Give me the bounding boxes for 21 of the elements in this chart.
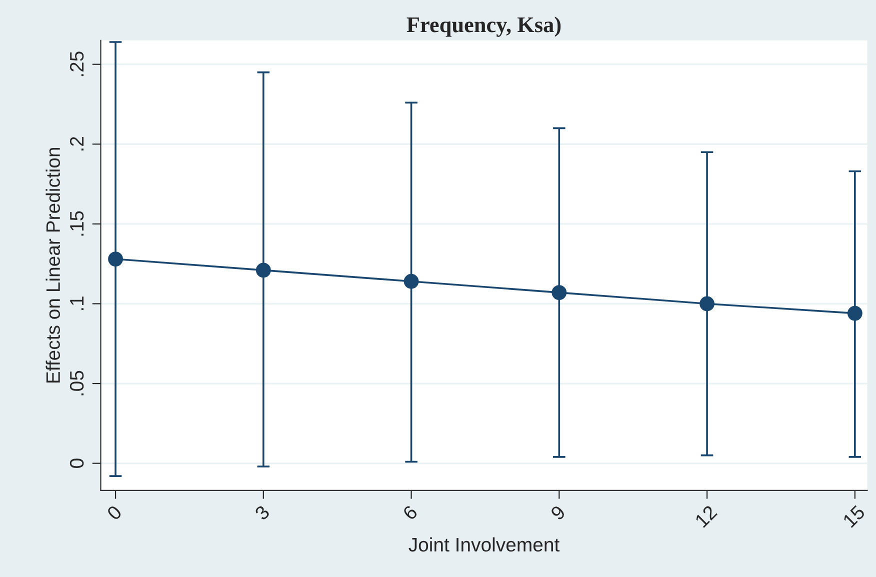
y-tick-label: .1 xyxy=(70,296,84,310)
point xyxy=(404,274,419,289)
chart-title: Frequency, Ksa) xyxy=(406,16,561,37)
x-tick-label: 0 xyxy=(106,504,123,521)
y-tick-label: .2 xyxy=(70,136,84,150)
y-tick-label: .15 xyxy=(70,211,84,236)
point xyxy=(256,262,271,278)
y-tick-label: .05 xyxy=(70,370,84,396)
point xyxy=(847,306,862,321)
y-tick-label: 0 xyxy=(70,458,84,468)
point xyxy=(700,296,715,312)
point xyxy=(552,285,567,300)
y-axis-title: Effects on Linear Prediction xyxy=(46,148,60,383)
x-tick-label: 3 xyxy=(254,504,270,521)
x-axis-title: Joint Involvement xyxy=(408,537,560,552)
x-tick-label: 9 xyxy=(550,504,566,521)
y-tick-label: .25 xyxy=(70,52,84,76)
x-tick-label: 12 xyxy=(694,504,718,528)
x-tick-label: 6 xyxy=(402,504,418,521)
x-tick-label: 15 xyxy=(842,504,866,528)
point xyxy=(108,252,123,266)
